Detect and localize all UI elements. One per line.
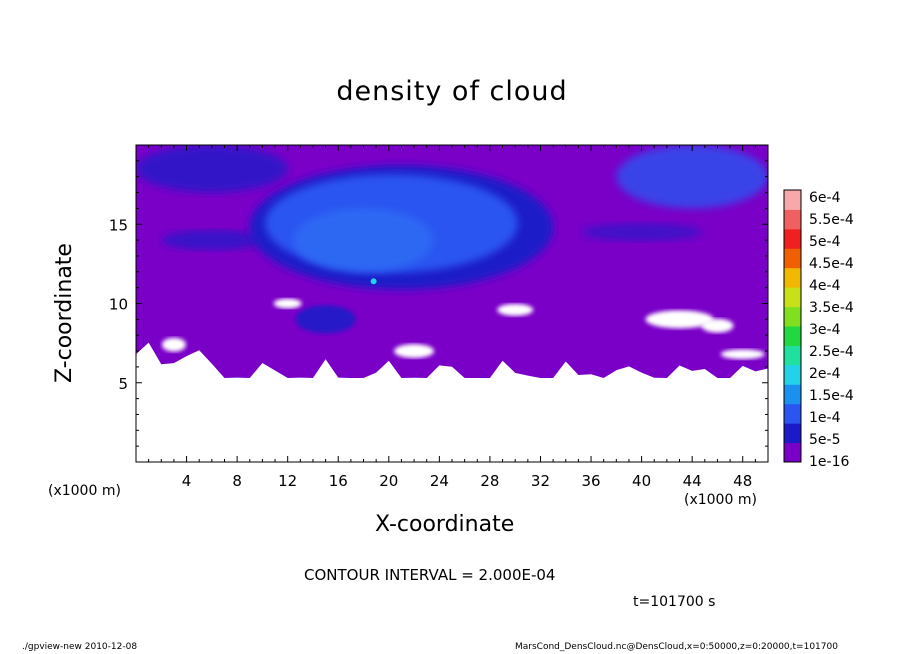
cloud-gap — [394, 344, 435, 359]
colorbar-swatch — [784, 306, 801, 327]
chart-title: density of cloud — [336, 76, 568, 107]
colorbar-swatch — [784, 423, 801, 444]
x-unit-label-right: (x1000 m) — [684, 492, 757, 508]
x-axis: 4 8 12 16 20 24 28 32 36 40 44 48 — [148, 145, 756, 490]
colorbar-swatch — [784, 267, 801, 288]
colorbar-swatch — [784, 364, 801, 385]
colorbar-label: 5.5e-4 — [809, 212, 854, 228]
colorbar-label: 3e-4 — [809, 322, 841, 338]
colorbar-label: 4.5e-4 — [809, 256, 854, 272]
colorbar-label: 2.5e-4 — [809, 344, 854, 360]
y-tick-label: 5 — [118, 375, 128, 393]
x-tick-label: 44 — [683, 472, 702, 490]
cloud-stem — [295, 305, 356, 334]
colorbar-swatch — [784, 287, 801, 308]
colorbar-swatch — [784, 228, 801, 249]
x-unit-label-left: (x1000 m) — [48, 483, 121, 499]
peak-marker — [370, 278, 377, 285]
colorbar-label: 1e-16 — [809, 454, 849, 470]
x-tick-label: 40 — [632, 472, 651, 490]
cloud-gap — [701, 318, 734, 333]
colorbar-label: 2e-4 — [809, 366, 841, 382]
footer-left: ./gpview-new 2010-12-08 — [22, 642, 138, 652]
region-upper-left-band — [136, 145, 288, 193]
colorbar-label: 4e-4 — [809, 278, 841, 294]
x-tick-label: 36 — [581, 472, 600, 490]
cloud-gap — [161, 337, 186, 352]
cloud-gap — [645, 310, 714, 329]
colorbar-swatch — [784, 403, 801, 424]
colorbar-swatch — [784, 384, 801, 405]
x-tick-label: 4 — [182, 472, 192, 490]
plot-area — [136, 145, 768, 378]
colorbar-label: 1e-4 — [809, 410, 841, 426]
colorbar-frame — [783, 189, 802, 463]
colorbar-swatch — [784, 209, 801, 230]
y-axis-label: Z-coordinate — [52, 243, 77, 383]
x-axis-label: X-coordinate — [375, 512, 515, 537]
y-tick-label: 15 — [109, 216, 128, 234]
band-mid-left — [161, 230, 262, 251]
x-tick-label: 8 — [232, 472, 242, 490]
colorbar-label: 5e-5 — [809, 432, 840, 448]
footer-right: MarsCond_DensCloud.nc@DensCloud,x=0:5000… — [515, 642, 838, 652]
colorbar-label: 3.5e-4 — [809, 300, 854, 316]
x-tick-label: 28 — [480, 472, 499, 490]
cloud-gap — [273, 298, 302, 309]
colorbar-swatch — [784, 345, 801, 366]
colorbar-label: 1.5e-4 — [809, 388, 854, 404]
y-axis: 5 10 15 — [109, 160, 768, 447]
colorbar-swatch — [784, 248, 801, 269]
colorbar-swatch — [784, 442, 801, 463]
cloud-gap — [720, 349, 765, 360]
x-tick-label: 20 — [379, 472, 398, 490]
y-tick-label: 10 — [109, 296, 128, 314]
x-tick-label: 48 — [733, 472, 752, 490]
x-tick-label: 12 — [278, 472, 297, 490]
time-label: t=101700 s — [633, 594, 716, 610]
x-tick-label: 16 — [329, 472, 348, 490]
cloud-inner — [293, 208, 434, 273]
colorbar-swatch — [784, 326, 801, 346]
colorbar-swatch — [784, 190, 801, 210]
contour-interval: CONTOUR INTERVAL = 2.000E-04 — [304, 566, 556, 584]
colorbar: 1e-16 5e-5 1e-4 1.5e-4 2e-4 2.5e-4 3e-4 3.5e-4 4… — [783, 189, 854, 470]
x-tick-label: 32 — [531, 472, 550, 490]
region-upper-right-band — [616, 145, 768, 209]
x-tick-label: 24 — [430, 472, 449, 490]
colorbar-label: 6e-4 — [809, 190, 841, 206]
colorbar-label: 5e-4 — [809, 234, 841, 250]
cloud-gap — [497, 303, 534, 316]
band-mid-right — [581, 223, 702, 242]
